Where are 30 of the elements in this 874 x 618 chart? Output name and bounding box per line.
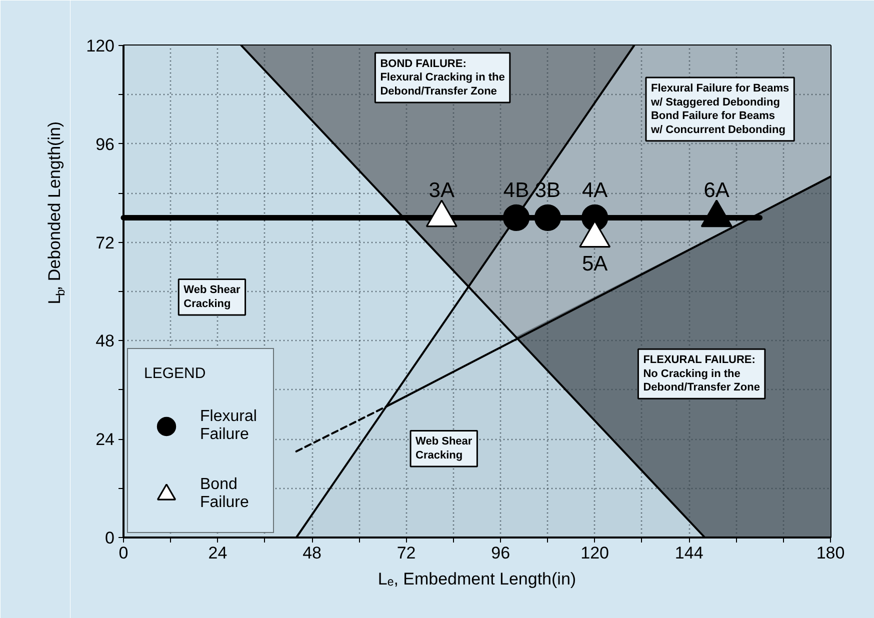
- y-tick-label: 48: [96, 332, 115, 351]
- annotation: Flexural Failure for Beams w/ Staggered Debonding Bond Failure for Beams w/ Concurrent Debonding: [650, 82, 790, 136]
- annotation: FLEXURAL FAILURE: No Cracking in the Debond/Transfer Zone: [643, 354, 760, 394]
- y-tick-label: 24: [96, 430, 115, 450]
- annotation: Web Shear Cracking: [416, 436, 473, 462]
- y-tick-label: 72: [96, 233, 115, 252]
- y-tick-label: 120: [86, 36, 115, 56]
- annotation: 3B: [534, 179, 561, 202]
- annotation: BOND FAILURE: Flexural Cracking in the Debond/Transfer Zone: [380, 58, 505, 98]
- y-axis-title: Lb, Debonded Length(in): [45, 121, 68, 304]
- x-tick-label: 24: [208, 544, 228, 562]
- x-tick-label: 96: [491, 544, 510, 562]
- y-tick-label: 0: [105, 528, 115, 548]
- x-tick-label: 0: [118, 544, 128, 562]
- x-axis-title: Lₑ, Embedment Length(in): [378, 570, 576, 588]
- annotation: Web Shear Cracking: [184, 284, 242, 310]
- annotation: 4A: [582, 179, 608, 202]
- annotation: 3A: [428, 179, 454, 202]
- legend-label: Flexural Failure: [200, 408, 257, 444]
- legend-title: LEGEND: [144, 365, 207, 382]
- x-tick-label: 48: [302, 544, 322, 562]
- annotation: 6A: [704, 179, 730, 202]
- x-tick-label: 144: [674, 544, 704, 562]
- x-tick-label: 72: [396, 544, 416, 562]
- annotation: 5A: [582, 252, 608, 276]
- legend-label: Bond Failure: [200, 476, 249, 512]
- y-tick-label: 96: [96, 134, 115, 154]
- x-tick-label: 120: [580, 544, 610, 562]
- x-tick-label: 180: [816, 544, 845, 562]
- annotation: 4B: [503, 179, 530, 202]
